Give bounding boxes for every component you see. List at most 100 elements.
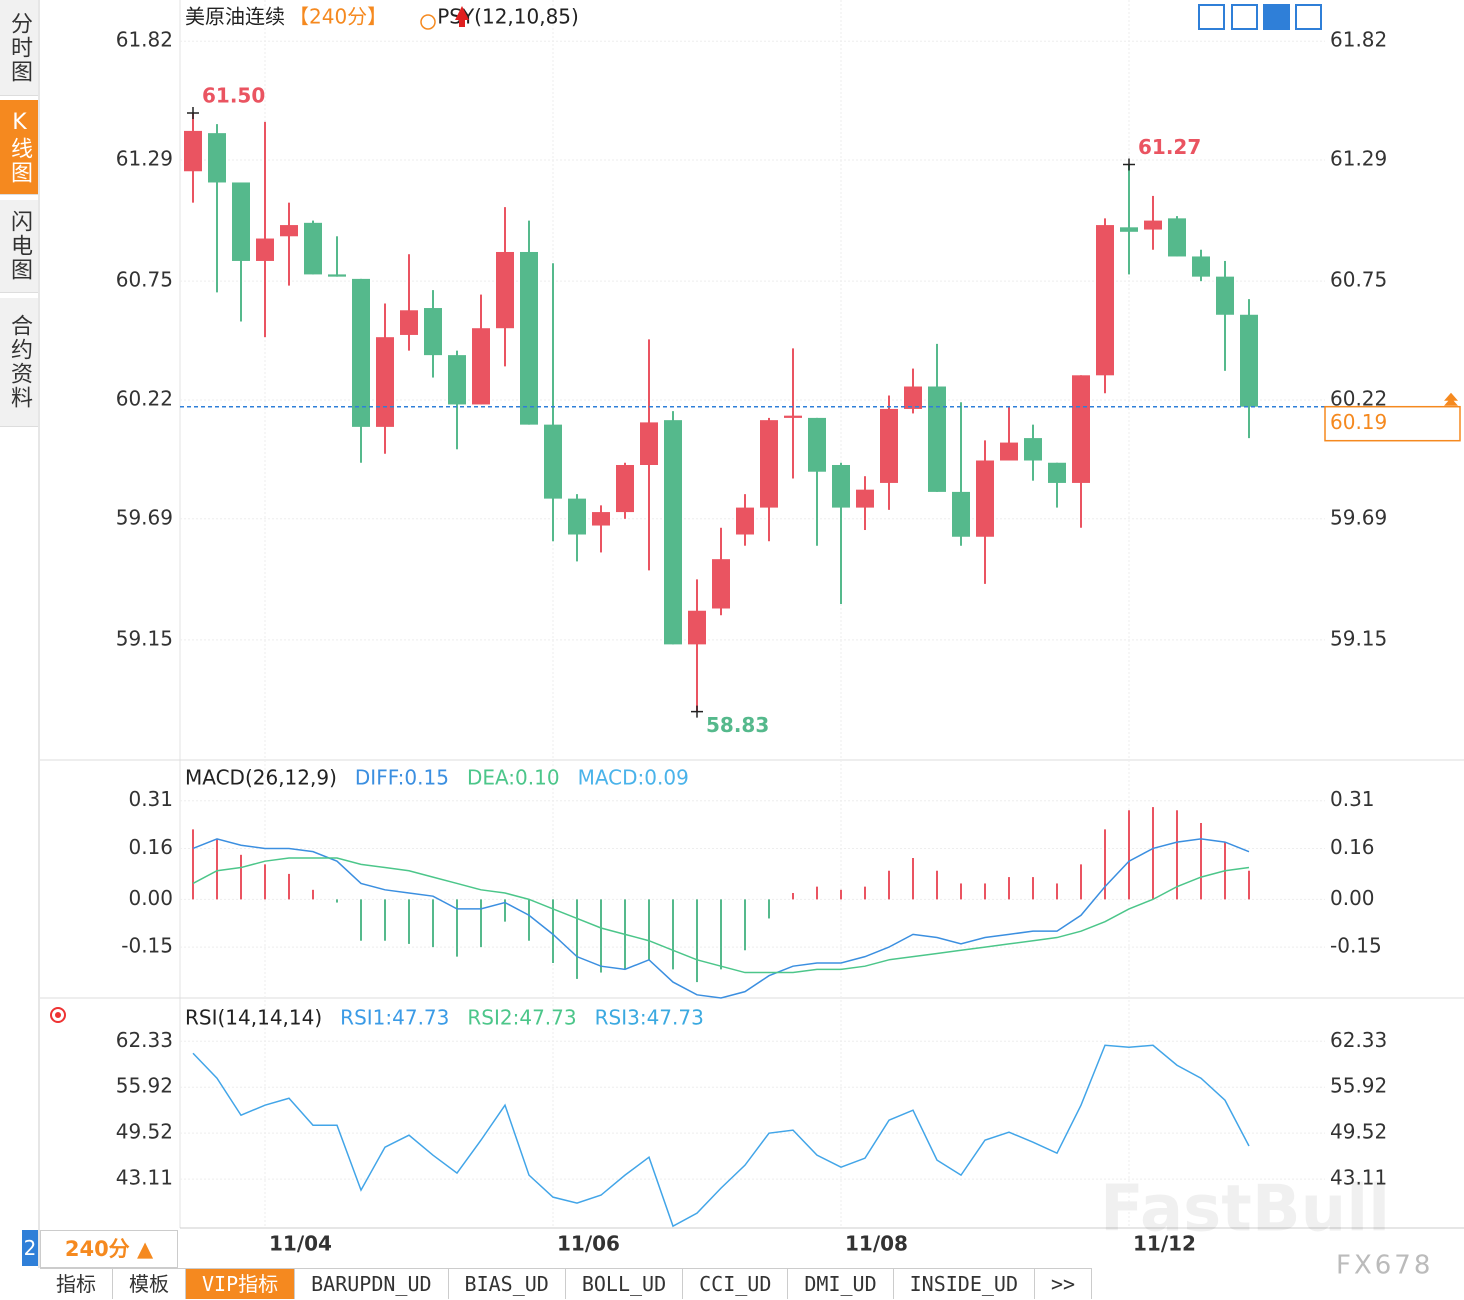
y-tick-label: 55.92 [116, 1074, 173, 1098]
y-tick-label: 60.22 [116, 386, 173, 410]
y-tick-label: 49.52 [1330, 1120, 1387, 1144]
icon [1444, 392, 1458, 406]
indicator-tab[interactable]: 指标 [40, 1269, 113, 1299]
legend-entry: DIFF:0.15 [355, 766, 449, 790]
y-tick-label: -0.15 [121, 934, 173, 958]
watermark: FastBull [1100, 1173, 1390, 1247]
legend-entry: DEA:0.10 [467, 766, 560, 790]
chart-title: 美原油连续 [185, 5, 285, 29]
candle-body [664, 420, 682, 645]
icon[interactable] [50, 1007, 66, 1023]
indicator-tab[interactable]: INSIDE_UD [894, 1269, 1036, 1299]
y-tick-label: 60.75 [116, 268, 173, 292]
panel-title: MACD(26,12,9) [185, 766, 337, 790]
candle-body [1168, 218, 1186, 257]
y-tick-label: 0.00 [1330, 886, 1375, 910]
candle-body [976, 460, 994, 537]
legend-entry: RSI3:47.73 [595, 1006, 704, 1030]
candle-body [1072, 375, 1090, 483]
y-tick-label: 59.69 [116, 505, 173, 529]
candle-body [352, 278, 370, 427]
y-tick-label: 62.33 [116, 1028, 173, 1052]
candle-body [520, 251, 538, 425]
indicator-tab[interactable]: DMI_UD [788, 1269, 894, 1299]
candle-body [328, 274, 346, 277]
candle-body [544, 424, 562, 499]
candle-body [1240, 314, 1258, 407]
y-tick-label: 59.69 [1330, 505, 1387, 529]
y-tick-label: 0.16 [1330, 835, 1375, 859]
rsi-icon[interactable] [50, 1007, 66, 1023]
icon[interactable] [1198, 4, 1225, 30]
side-tab[interactable]: 闪电图 [0, 200, 38, 293]
rsi-line [192, 1044, 1250, 1228]
last-price-label: 60.19 [1330, 410, 1387, 434]
candle-body [784, 415, 802, 418]
indicator-tab[interactable]: CCI_UD [683, 1269, 789, 1299]
candle-body [832, 464, 850, 508]
candle-body [1120, 227, 1138, 232]
y-tick-label: 62.33 [1330, 1028, 1387, 1052]
candle-body [808, 417, 826, 472]
icon[interactable] [55, 1012, 61, 1018]
period-number[interactable]: 2 [22, 1230, 38, 1266]
extreme-marker [691, 705, 703, 718]
indicator-tab[interactable]: 模板 [113, 1269, 186, 1299]
y-tick-label: 61.29 [116, 147, 173, 171]
y-tick-label: 49.52 [116, 1120, 173, 1144]
indicator-line [192, 857, 1250, 974]
candle-body [256, 238, 274, 261]
extreme-label: 61.27 [1138, 135, 1201, 159]
candle-body [616, 464, 634, 513]
last-price-box [1324, 405, 1461, 442]
candle-body [448, 355, 466, 405]
extreme-label: 58.83 [706, 713, 769, 737]
candle-body [1024, 438, 1042, 461]
bottom-tabs: 指标 模板 VIP指标 BARUPDN_UD BIAS_UD BOLL_UD CCI_UD D… [40, 1268, 1093, 1300]
indicator-tab[interactable]: BIAS_UD [449, 1269, 566, 1299]
candle-body [592, 512, 610, 526]
period-select[interactable]: 240分 ▲ [40, 1230, 178, 1268]
y-tick-label: 0.31 [1330, 787, 1375, 811]
y-tick-label: 55.92 [1330, 1074, 1387, 1098]
extreme-marker [1123, 158, 1135, 171]
candle-body [184, 130, 202, 172]
candle-body [952, 491, 970, 537]
icon[interactable] [1231, 4, 1258, 30]
side-tab[interactable]: 分时图 [0, 0, 38, 96]
candle-body [1000, 442, 1018, 461]
candle-body [688, 610, 706, 645]
indicator-tab[interactable]: VIP指标 [186, 1269, 296, 1299]
y-tick-label: 43.11 [116, 1166, 173, 1190]
y-tick-label: 61.82 [1330, 28, 1387, 52]
icon[interactable] [1295, 4, 1322, 30]
x-tick-label: 11/04 [269, 1232, 332, 1256]
x-tick-label: 11/08 [845, 1232, 908, 1256]
candle-body [1216, 276, 1234, 315]
y-tick-label: 59.15 [116, 626, 173, 650]
candle-body [928, 386, 946, 492]
candle-body [1192, 256, 1210, 277]
indicator-tab[interactable]: BARUPDN_UD [295, 1269, 449, 1299]
side-tab[interactable]: 合约资料 [0, 298, 38, 427]
icon[interactable] [1263, 4, 1290, 30]
side-tab[interactable]: K线图 [0, 100, 38, 195]
candle-body [472, 328, 490, 405]
y-tick-label: 61.82 [116, 28, 173, 52]
candle-body [736, 507, 754, 535]
candle-body [760, 420, 778, 508]
indicator-tab[interactable]: >> [1035, 1269, 1093, 1299]
candle-body [1144, 220, 1162, 230]
indicator-line [192, 838, 1250, 999]
indicator-tab[interactable]: BOLL_UD [566, 1269, 684, 1299]
y-tick-label: 60.75 [1330, 268, 1387, 292]
icon [455, 6, 469, 27]
toolbar-icons[interactable] [1198, 4, 1322, 30]
candle-body [280, 225, 298, 237]
candle-body [304, 222, 322, 275]
candle-body [496, 251, 514, 329]
watermark-code: FX678 [1336, 1251, 1433, 1281]
legend-entry: RSI1:47.73 [340, 1006, 449, 1030]
candle-body [1096, 225, 1114, 376]
